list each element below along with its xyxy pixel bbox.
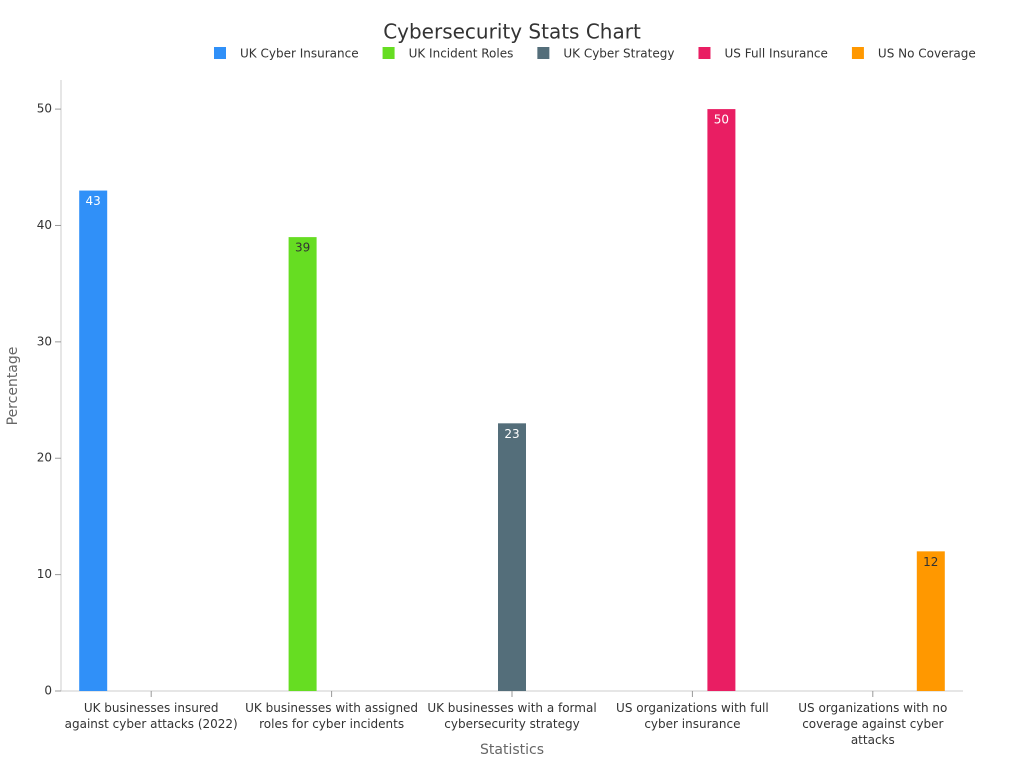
legend-swatch [537, 47, 550, 59]
bar [498, 423, 526, 691]
value-label: 50 [714, 113, 729, 127]
legend-label: UK Cyber Insurance [240, 47, 359, 61]
value-label: 12 [923, 555, 938, 569]
chart-title: Cybersecurity Stats Chart [383, 20, 641, 44]
y-tick-label: 30 [37, 334, 52, 348]
legend-label: US Full Insurance [724, 47, 827, 61]
bar [288, 237, 317, 691]
x-tick-label: UK businesses with a formal cybersecurit… [427, 701, 597, 731]
value-label: 23 [504, 427, 519, 441]
y-tick-label: 0 [44, 684, 52, 698]
legend-swatch [214, 47, 226, 59]
legend-label: UK Incident Roles [409, 47, 514, 61]
legend-label: UK Cyber Strategy [563, 47, 674, 61]
bar [79, 190, 108, 692]
bar [707, 109, 736, 692]
bar [916, 551, 945, 691]
x-tick-label: UK businesses with assigned roles for cy… [245, 701, 419, 731]
value-label: 39 [295, 241, 310, 255]
x-axis-label: Statistics [480, 742, 544, 758]
y-tick-label: 10 [37, 567, 52, 581]
legend-swatch [698, 47, 711, 59]
legend-swatch [851, 47, 864, 59]
x-tick-label: US organizations with no coverage agains… [798, 701, 948, 747]
x-tick-label: US organizations with full cyber insuran… [616, 701, 769, 731]
value-label: 43 [86, 194, 101, 208]
legend-swatch [382, 47, 395, 59]
y-axis-label: Percentage [5, 347, 21, 426]
y-tick-label: 20 [37, 451, 52, 465]
legend-label: US No Coverage [878, 47, 976, 61]
x-tick-label: UK businesses insured against cyber atta… [64, 701, 238, 731]
y-tick-label: 50 [37, 102, 52, 116]
y-tick-label: 40 [37, 218, 52, 232]
